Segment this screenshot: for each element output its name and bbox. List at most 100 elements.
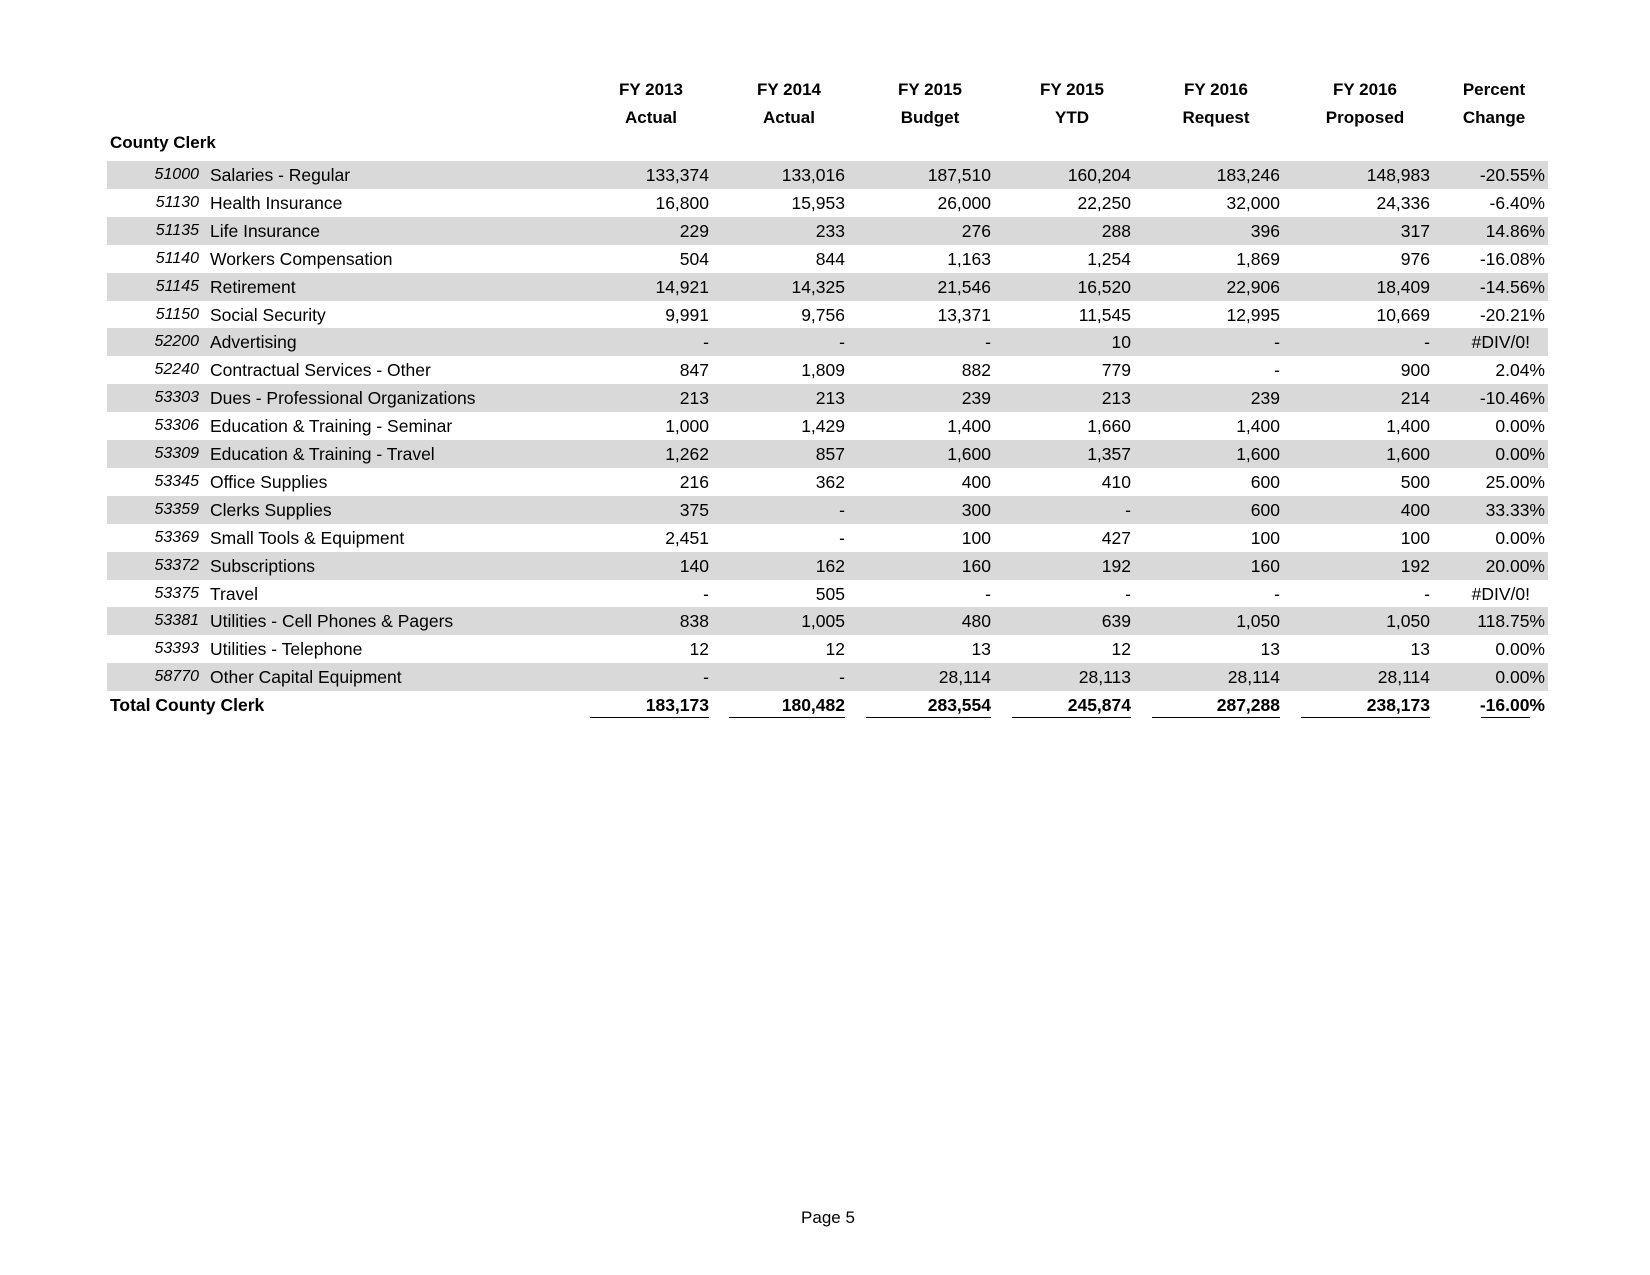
account-description: Salaries - Regular xyxy=(210,165,351,185)
cell-value: 16,800 xyxy=(655,192,709,213)
cell-value: 1,600 xyxy=(1386,444,1430,464)
cell-value: 779 xyxy=(1101,360,1131,381)
cell-value: - xyxy=(839,667,845,688)
cell-value: 24,336 xyxy=(1376,192,1430,213)
cell-value: 12 xyxy=(825,639,845,660)
column-header-line1: Percent xyxy=(1462,80,1526,99)
cell-value: 400 xyxy=(1400,499,1430,520)
cell-value: -16.08% xyxy=(1479,248,1545,269)
column-header: FY 2013 Actual xyxy=(591,76,711,132)
total-value: 238,173 xyxy=(1366,695,1430,716)
cell-value: 976 xyxy=(1400,248,1430,269)
total-underline xyxy=(1301,717,1430,719)
account-code: 51140 xyxy=(155,249,199,267)
column-header: Percent Change xyxy=(1434,76,1554,132)
column-header-line1: FY 2013 xyxy=(619,80,683,99)
cell-value: 21,546 xyxy=(937,276,991,297)
cell-value: 100 xyxy=(1400,527,1430,548)
cell-value: 0.00% xyxy=(1495,527,1545,548)
total-underline xyxy=(1012,717,1131,719)
account-description: Contractual Services - Other xyxy=(210,360,431,381)
total-value: 283,554 xyxy=(927,695,991,716)
account-description: Small Tools & Equipment xyxy=(210,527,405,548)
account-description: Travel xyxy=(210,583,258,604)
total-value: 245,874 xyxy=(1067,695,1131,716)
account-code: 53303 xyxy=(154,389,200,407)
total-underline xyxy=(729,717,845,719)
account-code: 53381 xyxy=(154,612,200,630)
section-title: County Clerk xyxy=(110,133,216,152)
column-header-line2: Actual xyxy=(763,108,815,127)
cell-value: 1,869 xyxy=(1236,248,1280,269)
cell-value: 0.00% xyxy=(1495,667,1545,688)
cell-value: 600 xyxy=(1250,471,1280,492)
account-code: 53375 xyxy=(154,584,200,602)
total-value: 180,482 xyxy=(781,695,845,716)
cell-value: -6.40% xyxy=(1489,192,1545,213)
cell-value: 1,400 xyxy=(947,416,991,437)
table-row: 51135 Life Insurance 229 233 276 288 396 317 14.… xyxy=(107,216,1548,245)
table-row: 58770 Other Capital Equipment - - 28,114 28,1… xyxy=(107,663,1548,692)
table-row: 53309 Education & Training - Travel 1,262 8… xyxy=(107,440,1548,468)
cell-value: - xyxy=(1424,332,1430,353)
cell-value: 639 xyxy=(1101,611,1131,632)
total-row: Total County Clerk 183,173 180,482 283,554 2… xyxy=(107,691,1548,719)
account-description: Retirement xyxy=(210,276,296,297)
cell-value: 12,995 xyxy=(1226,304,1280,325)
cell-value: 13 xyxy=(971,639,991,660)
cell-value: 362 xyxy=(815,471,845,492)
column-header: FY 2016 Request xyxy=(1156,76,1276,132)
cell-value: -20.55% xyxy=(1479,165,1545,185)
account-description: Life Insurance xyxy=(210,220,320,241)
column-header-line1: FY 2015 xyxy=(1040,80,1104,99)
cell-value: 1,005 xyxy=(801,611,845,632)
table-row: 51000 Salaries - Regular 133,374 133,016 187… xyxy=(107,161,1548,189)
cell-value: -20.21% xyxy=(1479,304,1545,325)
cell-value: 118.75% xyxy=(1477,611,1545,632)
cell-value: 1,357 xyxy=(1087,444,1131,464)
cell-value: 1,400 xyxy=(1236,416,1280,437)
page-number: Page 5 xyxy=(801,1208,855,1227)
cell-value: 1,400 xyxy=(1386,416,1430,437)
column-header: FY 2016 Proposed xyxy=(1305,76,1425,132)
cell-value: - xyxy=(1274,332,1280,353)
cell-value: 1,600 xyxy=(1236,444,1280,464)
account-description: Education & Training - Travel xyxy=(210,444,435,464)
account-code: 53345 xyxy=(154,472,200,490)
table-row: 53306 Education & Training - Seminar 1,000… xyxy=(107,412,1548,440)
cell-value: 213 xyxy=(679,388,709,409)
cell-value: 26,000 xyxy=(937,192,991,213)
cell-value: 317 xyxy=(1400,220,1430,241)
cell-value: 192 xyxy=(1101,555,1131,576)
cell-value: 183,246 xyxy=(1216,165,1280,185)
account-code: 52200 xyxy=(154,333,200,351)
column-header-line2: Actual xyxy=(625,108,677,127)
account-description: Other Capital Equipment xyxy=(210,667,402,688)
cell-value: 32,000 xyxy=(1226,192,1280,213)
account-description: Social Security xyxy=(210,304,326,325)
cell-value: 1,254 xyxy=(1087,248,1131,269)
cell-value: - xyxy=(703,667,709,688)
cell-value: 15,953 xyxy=(791,192,845,213)
total-value: 287,288 xyxy=(1216,695,1280,716)
cell-value: - xyxy=(839,499,845,520)
cell-value: 14,921 xyxy=(655,276,709,297)
account-code: 53372 xyxy=(154,556,200,574)
cell-value: 2.04% xyxy=(1495,360,1545,381)
cell-value: -14.56% xyxy=(1479,276,1545,297)
cell-value: 100 xyxy=(1250,527,1280,548)
cell-value: 0.00% xyxy=(1495,416,1545,437)
cell-value: 1,429 xyxy=(801,416,845,437)
cell-value: - xyxy=(1274,360,1280,381)
column-header: FY 2014 Actual xyxy=(729,76,849,132)
cell-value: - xyxy=(703,583,709,604)
table-row: 51145 Retirement 14,921 14,325 21,546 16,520 2… xyxy=(107,272,1548,301)
cell-value: - xyxy=(985,583,991,604)
cell-value: 160,204 xyxy=(1067,165,1131,185)
table-row: 53359 Clerks Supplies 375 - 300 - 600 400 33.33% xyxy=(107,495,1548,524)
cell-value: 10 xyxy=(1111,332,1131,353)
cell-value: 410 xyxy=(1101,471,1131,492)
cell-value: 162 xyxy=(815,555,845,576)
cell-value: - xyxy=(1424,583,1430,604)
account-code: 58770 xyxy=(154,668,200,686)
